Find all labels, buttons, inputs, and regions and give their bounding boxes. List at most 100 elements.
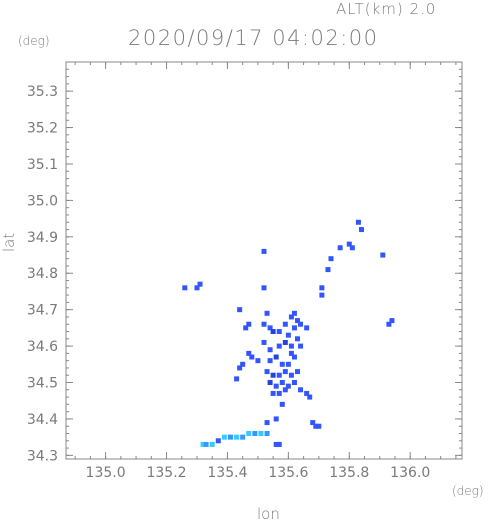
echo-point	[276, 441, 282, 447]
echo-point	[276, 390, 282, 396]
echo-point	[264, 431, 270, 437]
echo-point	[276, 343, 282, 349]
echo-point	[310, 420, 316, 426]
echo-point	[285, 383, 291, 389]
echo-point	[267, 358, 273, 364]
x-tick-label: 135.0	[86, 465, 126, 481]
echo-point	[319, 285, 325, 291]
echo-point	[319, 292, 325, 298]
echo-point	[273, 441, 279, 447]
echo-point	[203, 441, 209, 447]
echo-point	[182, 285, 188, 291]
echo-point	[209, 441, 215, 447]
axis-ticks: 34.3 34.4 34.5 34.6 34.7 34.8 34.9 35.0 35.1 35.2…	[27, 62, 462, 481]
echo-point	[267, 347, 273, 353]
echo-point	[316, 423, 322, 429]
echo-point	[282, 369, 288, 375]
echo-point	[273, 354, 279, 360]
echo-point	[282, 321, 288, 327]
echo-point	[237, 307, 243, 313]
echo-point	[279, 380, 285, 386]
datetime-title: 2020/09/17 04:02:00	[128, 26, 379, 50]
echo-point	[227, 434, 233, 440]
echo-point	[288, 314, 294, 320]
x-tick-label: 135.2	[146, 465, 186, 481]
echo-point	[355, 219, 361, 225]
echo-point	[194, 285, 200, 291]
echo-point	[282, 387, 288, 393]
echo-point	[243, 325, 249, 331]
echo-point	[273, 416, 279, 422]
echo-point	[358, 227, 364, 233]
echo-point	[291, 354, 297, 360]
y-tick-label: 34.4	[27, 412, 58, 428]
echo-point	[307, 394, 313, 400]
y-tick-label: 34.9	[27, 230, 58, 246]
x-axis-label: lon	[257, 505, 280, 523]
echo-point	[291, 325, 297, 331]
echo-point	[325, 267, 331, 273]
echo-point	[386, 321, 392, 327]
echo-point	[276, 329, 282, 335]
echo-point	[288, 372, 294, 378]
y-tick-label: 35.2	[27, 121, 58, 137]
x-tick-label: 135.6	[268, 465, 308, 481]
echo-points	[182, 219, 395, 447]
echo-point	[295, 369, 301, 375]
echo-point	[267, 325, 273, 331]
echo-point	[380, 252, 386, 258]
echo-point	[261, 248, 267, 254]
echo-point	[264, 420, 270, 426]
echo-point	[246, 431, 252, 437]
echo-point	[337, 245, 343, 251]
echo-point	[261, 339, 267, 345]
echo-point	[328, 256, 334, 262]
echo-point	[288, 350, 294, 356]
echo-point	[291, 310, 297, 316]
y-tick-label: 34.6	[27, 339, 58, 355]
echo-point	[255, 358, 261, 364]
echo-point	[295, 336, 301, 342]
echo-point	[200, 441, 206, 447]
y-tick-label: 35.1	[27, 157, 58, 173]
x-unit-label: (deg)	[452, 484, 484, 498]
echo-point	[298, 343, 304, 349]
echo-point	[313, 423, 319, 429]
echo-point	[298, 387, 304, 393]
echo-point	[282, 339, 288, 345]
echo-point	[264, 310, 270, 316]
echo-point	[237, 365, 243, 371]
echo-point	[197, 281, 203, 287]
y-tick-label: 34.8	[27, 266, 58, 282]
x-tick-label: 136.0	[390, 465, 430, 481]
echo-point	[279, 401, 285, 407]
echo-point	[285, 361, 291, 367]
altitude-label: ALT(km) 2.0	[336, 0, 437, 18]
echo-point	[267, 380, 273, 386]
echo-point	[276, 372, 282, 378]
y-tick-label: 34.3	[27, 448, 58, 464]
echo-point	[304, 390, 310, 396]
x-tick-label: 135.8	[329, 465, 369, 481]
echo-point	[291, 380, 297, 386]
echo-point	[389, 318, 395, 324]
echo-point	[264, 369, 270, 375]
echo-point	[288, 343, 294, 349]
y-tick-label: 35.0	[27, 193, 58, 209]
echo-point	[346, 241, 352, 247]
plot-frame	[65, 61, 463, 460]
y-tick-label: 34.5	[27, 376, 58, 392]
echo-point	[249, 354, 255, 360]
x-tick-label: 135.4	[207, 465, 247, 481]
echo-point	[246, 321, 252, 327]
echo-point	[252, 431, 258, 437]
echo-point	[258, 431, 264, 437]
y-tick-label: 35.3	[27, 84, 58, 100]
echo-point	[285, 332, 291, 338]
echo-point	[270, 329, 276, 335]
echo-point	[261, 321, 267, 327]
echo-point	[298, 321, 304, 327]
echo-point	[304, 325, 310, 331]
echo-point	[279, 361, 285, 367]
